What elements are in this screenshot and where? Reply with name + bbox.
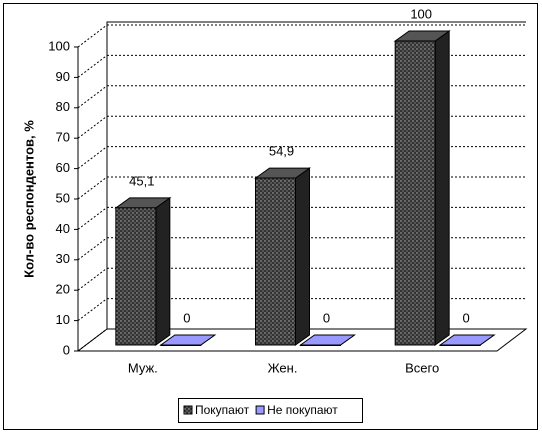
y-tick-label: 70	[56, 130, 70, 145]
y-tick-label: 80	[56, 99, 70, 114]
y-tick-label: 60	[56, 160, 70, 175]
y-tick-label: 20	[56, 282, 70, 297]
y-axis-title: Кол-во респондентов, %	[21, 120, 36, 278]
legend-label: Покупают	[195, 403, 250, 417]
bar	[114, 196, 172, 346]
y-tick-label: 10	[56, 312, 70, 327]
bar	[393, 30, 451, 346]
y-tick-label: 100	[48, 38, 70, 53]
value-label: 54,9	[269, 144, 294, 159]
y-tick-label: 90	[56, 69, 70, 84]
bar-front	[160, 344, 202, 346]
x-tick-label: Всего	[405, 360, 439, 375]
legend-swatch	[255, 405, 265, 415]
bar-side	[295, 167, 310, 346]
legend-swatch	[183, 405, 193, 415]
value-label: 45,1	[129, 173, 154, 188]
x-tick-label: Жен.	[268, 360, 298, 375]
y-tick-label: 0	[63, 342, 70, 357]
bar-front	[394, 40, 436, 346]
bar-front	[255, 177, 296, 346]
value-label: 0	[183, 310, 190, 325]
bar-front	[439, 344, 481, 346]
legend-box	[178, 398, 363, 423]
bar	[159, 334, 217, 346]
bar	[298, 334, 357, 346]
back-wall	[106, 21, 526, 329]
value-label: 0	[323, 310, 330, 325]
bar	[253, 167, 312, 346]
bar-front	[115, 207, 157, 346]
x-tick-label: Муж.	[128, 360, 158, 375]
value-label: 0	[463, 310, 470, 325]
legend: Покупают Не покупают	[178, 398, 363, 423]
y-tick-label: 30	[56, 251, 70, 266]
y-tick-label: 50	[56, 190, 70, 205]
bar-front	[300, 344, 341, 346]
bar	[438, 334, 496, 346]
legend-label: Не покупают	[267, 403, 338, 417]
bar-side	[155, 196, 171, 346]
y-tick-label: 40	[56, 221, 70, 236]
value-label: 100	[410, 6, 432, 21]
bar-side	[434, 30, 450, 346]
